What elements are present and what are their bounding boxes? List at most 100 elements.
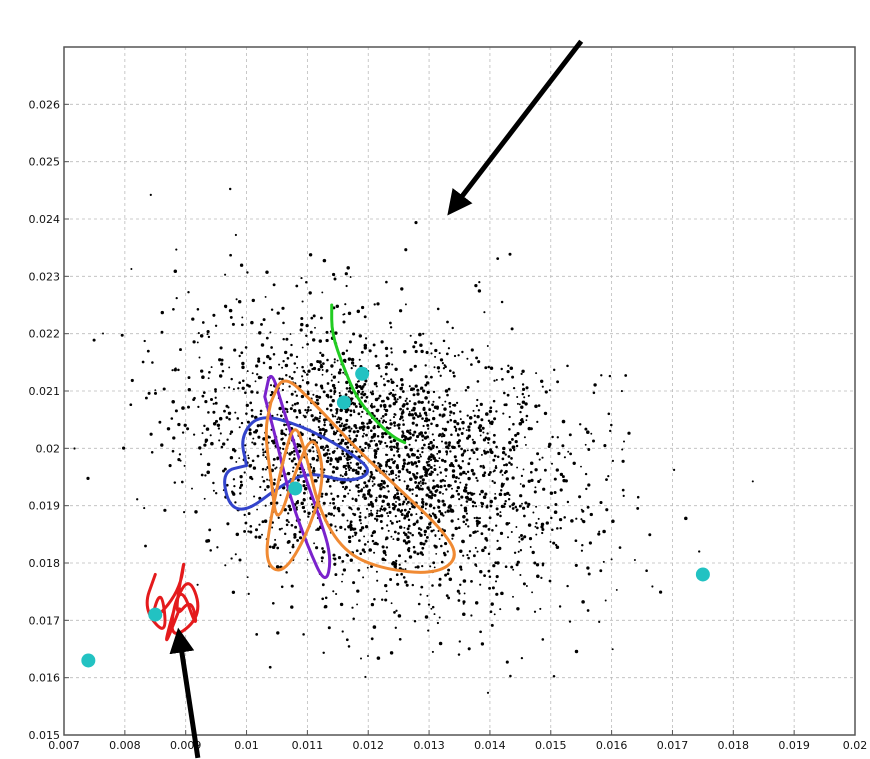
cloud-point (424, 539, 428, 543)
cloud-point (368, 349, 372, 353)
cloud-point (477, 289, 482, 293)
cloud-point (479, 570, 483, 574)
cloud-point (402, 409, 405, 412)
cloud-point (187, 376, 191, 380)
cloud-point (245, 412, 248, 415)
cloud-point (374, 381, 378, 385)
cloud-point (323, 421, 326, 424)
cloud-point (496, 257, 500, 260)
cloud-point (480, 642, 485, 646)
cloud-point (369, 475, 373, 479)
cloud-point (468, 422, 473, 426)
cloud-point (375, 514, 379, 518)
cloud-point (405, 502, 408, 505)
cloud-point (407, 500, 410, 504)
cloud-point (526, 505, 530, 508)
cloud-point (347, 357, 352, 361)
cloud-point (369, 478, 371, 480)
cloud-point (410, 413, 414, 417)
cloud-point (459, 472, 463, 476)
cloud-point (289, 407, 293, 411)
cloud-point (410, 513, 413, 517)
cloud-point (347, 466, 350, 470)
cloud-point (438, 491, 442, 494)
cloud-point (395, 520, 399, 524)
cloud-point (452, 371, 455, 374)
cloud-point (406, 527, 410, 531)
cloud-point (382, 485, 385, 489)
cloud-point (503, 403, 507, 407)
cloud-point (426, 486, 430, 490)
cloud-point (314, 416, 317, 420)
cloud-point (421, 450, 424, 454)
cloud-point (271, 545, 276, 549)
cloud-point (437, 530, 440, 532)
cloud-point (501, 377, 504, 381)
cloud-point (400, 383, 404, 387)
cloud-point (215, 492, 218, 495)
cloud-point (446, 509, 451, 513)
cloud-point (354, 383, 359, 387)
cloud-point (194, 510, 198, 514)
cloud-point (462, 600, 466, 604)
cloud-point (274, 538, 277, 541)
cloud-point (463, 506, 468, 511)
cloud-point (541, 564, 545, 567)
cloud-point (427, 629, 430, 632)
cloud-point (382, 480, 386, 483)
cloud-point (431, 584, 434, 587)
cloud-point (392, 461, 396, 465)
cloud-point (451, 326, 454, 330)
cloud-point (648, 533, 652, 537)
cloud-point (381, 499, 385, 504)
cloud-point (324, 446, 327, 449)
cloud-point (331, 470, 336, 474)
cloud-point (391, 562, 395, 566)
cloud-point (413, 619, 417, 623)
cloud-point (275, 565, 280, 569)
cloud-point (406, 454, 409, 457)
cloud-point (611, 519, 615, 524)
cloud-point (312, 366, 317, 371)
cloud-point (476, 458, 479, 461)
cloud-point (496, 561, 500, 565)
x-tick-label: 0.017 (657, 739, 689, 752)
cloud-point (363, 315, 367, 319)
cloud-point (329, 389, 333, 393)
cloud-point (378, 394, 382, 398)
cloud-point (423, 443, 426, 447)
cloud-point (324, 428, 328, 433)
cloud-point (390, 378, 393, 381)
cloud-point (459, 565, 463, 569)
cloud-point (409, 368, 413, 372)
cloud-point (489, 406, 493, 410)
cloud-point (312, 450, 315, 453)
cloud-point (214, 390, 217, 393)
cloud-point (318, 428, 322, 432)
cloud-point (456, 527, 459, 530)
cloud-point (271, 526, 274, 529)
cloud-point (300, 394, 305, 399)
cloud-point (208, 528, 212, 532)
cloud-point (404, 399, 407, 402)
cloud-point (490, 420, 494, 424)
cloud-point (419, 541, 423, 546)
cloud-point (339, 457, 343, 461)
cloud-point (467, 498, 471, 501)
cloud-point (516, 402, 519, 405)
cloud-point (248, 432, 252, 436)
cloud-point (153, 391, 158, 395)
cloud-point (607, 475, 610, 478)
cloud-point (308, 253, 313, 257)
cloud-point (442, 514, 445, 517)
cloud-point (179, 459, 182, 462)
cloud-point (458, 526, 461, 529)
cloud-point (231, 590, 236, 594)
cloud-point (331, 450, 335, 454)
cloud-point (398, 498, 401, 501)
cloud-point (373, 517, 377, 520)
cloud-point (317, 476, 320, 479)
cloud-point (264, 295, 267, 298)
cloud-point (389, 445, 393, 448)
cloud-point (496, 455, 500, 459)
